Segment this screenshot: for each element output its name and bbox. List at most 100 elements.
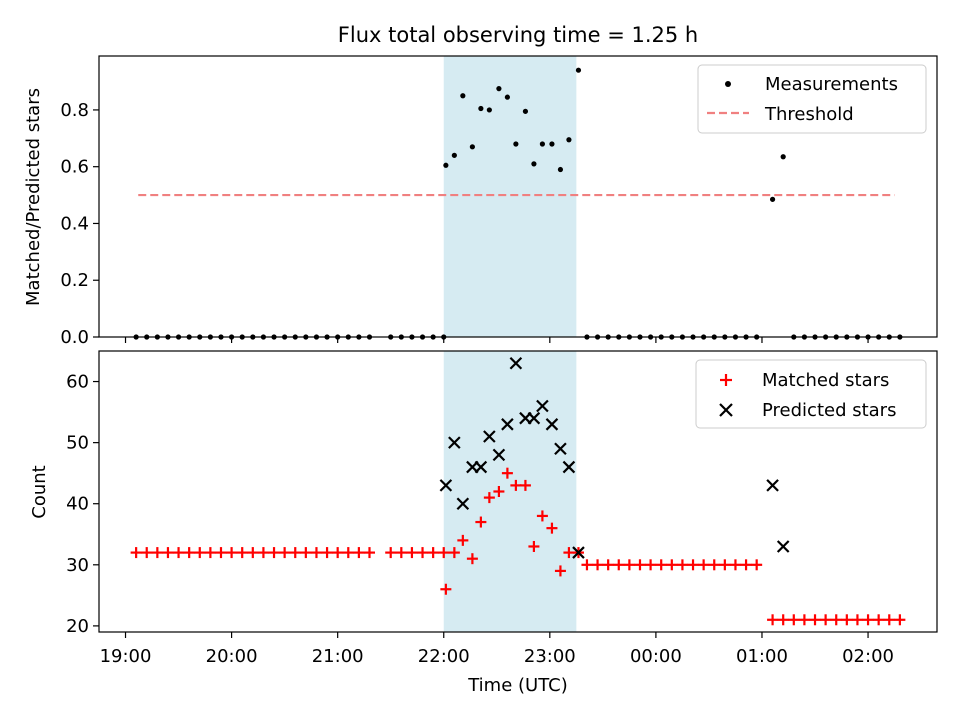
y-tick-label: 0.0 — [60, 327, 89, 348]
matched-star-point — [448, 547, 460, 559]
matched-star-point — [406, 547, 418, 559]
predicted-star-stroke-b — [536, 399, 549, 413]
matched-star-point — [592, 559, 604, 571]
legend-measurements-marker — [725, 81, 731, 87]
x-tick-label: 02:00 — [842, 646, 894, 667]
top-y-axis-ticks: 0.0 0.2 0.4 0.6 0.8 — [60, 100, 99, 348]
measurement-point — [460, 93, 466, 99]
matched-star-point — [130, 547, 142, 559]
x-tick-label: 21:00 — [312, 646, 364, 667]
y-tick-label: 0.8 — [60, 100, 89, 121]
matched-star-point — [300, 547, 312, 559]
matched-star-point — [141, 547, 153, 559]
matched-star-point — [894, 614, 906, 626]
matched-star-point — [427, 547, 439, 559]
matched-star-point — [438, 547, 450, 559]
matched-star-point — [173, 547, 185, 559]
bottom-plot-frame — [98, 350, 938, 633]
legend-matched-label: Matched stars — [762, 370, 889, 391]
measurement-point — [496, 86, 502, 92]
bottom-y-axis-label: Count — [29, 465, 50, 518]
matched-star-point — [554, 565, 566, 577]
measurement-point — [486, 107, 492, 113]
predicted-star-point — [766, 479, 779, 492]
matched-star-point — [528, 540, 540, 552]
matched-star-point — [215, 547, 227, 559]
measurement-point — [443, 162, 449, 168]
measurement-point — [575, 67, 582, 73]
matched-star-point — [204, 547, 216, 559]
matched-star-point — [546, 522, 558, 534]
predicted-star-stroke-b — [448, 436, 461, 449]
predicted-star-stroke-b — [501, 418, 514, 431]
matched-star-point — [279, 547, 291, 559]
matched-star-point — [501, 467, 513, 479]
x-tick-label: 22:00 — [418, 646, 470, 667]
bottom-y-axis-ticks: 20 30 40 50 60 — [66, 372, 99, 637]
top-legend-box — [697, 64, 927, 134]
matched-star-point — [257, 547, 269, 559]
x-axis-label: Time (UTC) — [467, 675, 568, 696]
matched-star-point — [417, 547, 429, 559]
bottom-highlight-span — [443, 351, 577, 632]
matched-star-point — [194, 547, 206, 559]
bottom-panel: 20 30 40 50 60 19:00 20:00 21:00 22:00 23:00 00:0… — [29, 350, 938, 696]
matched-star-point — [395, 547, 407, 559]
predicted-star-point — [562, 460, 576, 474]
top-y-axis-label: Matched/Predicted stars — [23, 88, 44, 306]
bottom-x-axis-ticks: 19:00 20:00 21:00 22:00 23:00 00:00 01:00 02:00 — [100, 632, 894, 667]
predicted-star-stroke-b — [483, 430, 496, 443]
matched-star-point — [268, 547, 280, 559]
matched-star-point — [363, 547, 375, 559]
predicted-star-point — [492, 448, 506, 462]
matched-star-point — [247, 547, 259, 559]
top-panel: Flux total observing time = 1.25 h 0.00.… — [23, 23, 938, 348]
matched-star-point — [466, 553, 478, 565]
x-tick-label: 00:00 — [630, 646, 682, 667]
y-tick-label: 0.6 — [60, 157, 89, 178]
matched-star-point — [151, 547, 163, 559]
predicted-star-stroke-b — [527, 411, 541, 425]
matched-star-point — [581, 559, 593, 571]
matched-star-point — [353, 547, 365, 559]
predicted-stars-series — [439, 356, 790, 559]
matched-star-point — [457, 534, 469, 546]
predicted-star-point — [572, 546, 585, 559]
matched-star-point — [830, 614, 842, 626]
matched-star-point — [519, 479, 531, 491]
highlight-span-rect — [443, 56, 577, 337]
top-legend: Measurements Threshold — [697, 64, 927, 134]
y-tick-label: 0.2 — [60, 270, 89, 291]
predicted-star-point — [776, 540, 790, 553]
matched-star-point — [798, 614, 810, 626]
predicted-star-stroke-b — [554, 442, 567, 456]
predicted-star-stroke-b — [766, 479, 779, 492]
measurement-point — [557, 166, 564, 173]
y-tick-label: 0.4 — [60, 213, 89, 234]
x-tick-label: 19:00 — [100, 646, 152, 667]
matched-star-point — [385, 547, 397, 559]
measurement-point — [469, 144, 475, 150]
measurement-point — [769, 196, 776, 202]
bottom-legend: Matched stars Predicted stars — [695, 359, 927, 429]
legend-predicted-marker — [719, 403, 733, 417]
predicted-star-stroke-b — [492, 448, 506, 462]
legend-measurements-label: Measurements — [765, 74, 898, 95]
matched-star-point — [873, 614, 885, 626]
matched-star-point — [613, 559, 625, 571]
matched-star-point — [729, 559, 741, 571]
measurement-point — [566, 137, 572, 143]
predicted-star-stroke-b — [572, 546, 585, 559]
bottom-legend-box — [695, 359, 927, 429]
predicted-star-point — [554, 442, 567, 456]
predicted-star-point — [501, 418, 514, 431]
predicted-star-point — [456, 497, 470, 510]
matched-star-point — [602, 559, 614, 571]
predicted-star-stroke-b — [439, 479, 453, 492]
measurement-point — [780, 154, 786, 160]
measurement-point — [504, 94, 510, 100]
y-tick-label: 20 — [66, 616, 89, 637]
matched-star-point — [862, 614, 874, 626]
matched-star-point — [483, 492, 495, 504]
y-tick-label: 50 — [66, 433, 89, 454]
